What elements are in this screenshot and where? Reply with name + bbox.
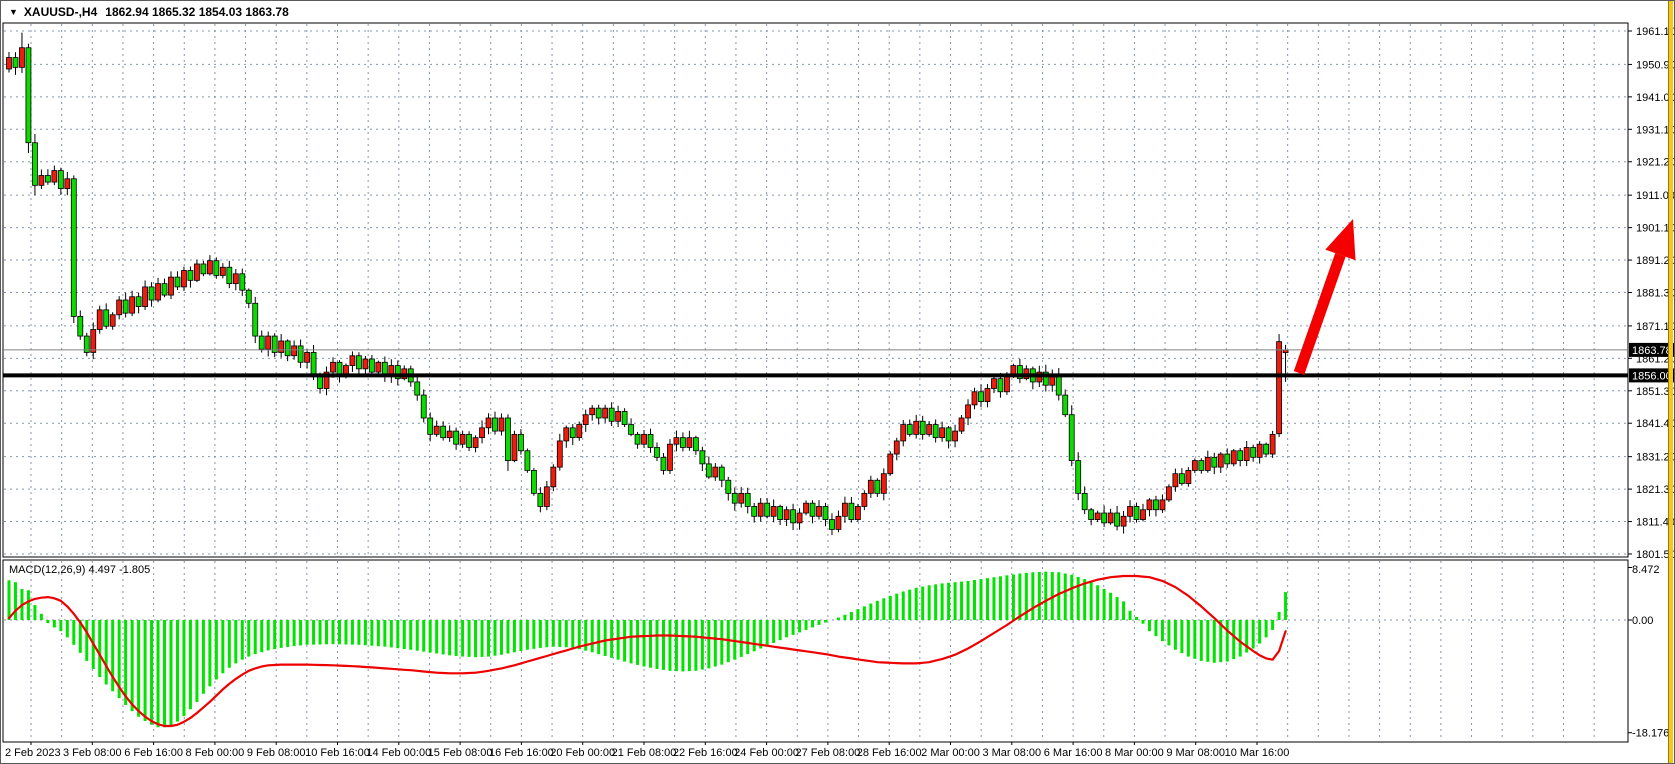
time-tick-label: 3 Mar 08:00	[982, 747, 1041, 759]
time-tick-label: 21 Feb 08:00	[612, 747, 677, 759]
price-tick-label: 1911.00	[1636, 190, 1675, 202]
macd-indicator-label: MACD(12,26,9) 4.497 -1.805	[9, 564, 151, 576]
price-tick-label: 1881.30	[1636, 287, 1675, 299]
price-tick-label: 1871.10	[1636, 321, 1675, 333]
macd-signal-value: -1.805	[119, 564, 151, 576]
price-tick-label: 1931.10	[1636, 124, 1675, 136]
time-tick-label: 10 Mar 16:00	[1225, 747, 1290, 759]
macd-signal-line	[7, 574, 1287, 728]
svg-text:1863.78: 1863.78	[1632, 345, 1672, 357]
time-tick-label: 3 Feb 08:00	[63, 747, 122, 759]
time-tick-label: 16 Feb 16:00	[489, 747, 554, 759]
time-tick-label: 8 Feb 00:00	[186, 747, 245, 759]
price-badge-support	[1629, 368, 1674, 383]
time-tick-label: 14 Feb 00:00	[366, 747, 431, 759]
macd-tick-label: 8.472	[1632, 564, 1660, 576]
price-tick-label: 1941.00	[1636, 92, 1675, 104]
price-tick-label: 1831.20	[1636, 452, 1675, 464]
time-tick-label: 15 Feb 08:00	[428, 747, 493, 759]
price-badge-current	[1629, 342, 1674, 357]
chart-titlebar: ▼ XAUUSD-,H4 1862.94 1865.32 1854.03 186…	[1, 1, 1674, 22]
time-tick-label: 9 Feb 08:00	[247, 747, 306, 759]
macd-histogram-layer	[7, 571, 1288, 728]
axes-layer[interactable]: 1961.10 1950.90 1941.00 1931.10 1921.20 1911.…	[5, 26, 1675, 759]
time-tick-label: 10 Feb 16:00	[305, 747, 370, 759]
price-tick-label: 1851.30	[1636, 386, 1675, 398]
candles-layer	[6, 32, 1289, 536]
macd-axis[interactable]: 8.472 0.00 -18.176	[1628, 564, 1669, 740]
time-tick-label: 24 Feb 00:00	[734, 747, 799, 759]
macd-tick-label: -18.176	[1632, 728, 1669, 740]
price-axis[interactable]: 1961.10 1950.90 1941.00 1931.10 1921.20 1911.…	[1628, 26, 1675, 561]
time-tick-label: 2 Feb 2023	[5, 747, 61, 759]
macd-current-value: 4.497	[88, 564, 117, 576]
symbol-dropdown-icon[interactable]: ▼	[9, 6, 18, 17]
time-axis[interactable]: 2 Feb 2023 3 Feb 08:00 6 Feb 16:00 8 Feb 00…	[5, 742, 1289, 759]
time-tick-label: 6 Feb 16:00	[124, 747, 183, 759]
price-tick-label: 1811.40	[1636, 517, 1675, 529]
time-tick-label: 20 Feb 00:00	[550, 747, 615, 759]
symbol-period-label: XAUUSD-,H4	[23, 4, 98, 19]
time-tick-label: 27 Feb 08:00	[795, 747, 860, 759]
price-tick-label: 1901.10	[1636, 223, 1675, 235]
trend-arrow[interactable]	[1293, 219, 1356, 375]
time-tick-label: 2 Mar 00:00	[921, 747, 980, 759]
overlay-lines-layer	[3, 219, 1628, 378]
time-tick-label: 9 Mar 08:00	[1166, 747, 1225, 759]
price-tick-label: 1921.20	[1636, 157, 1675, 169]
price-tick-label: 1891.20	[1636, 255, 1675, 267]
time-tick-label: 6 Mar 16:00	[1044, 747, 1103, 759]
price-tick-label: 1950.90	[1636, 59, 1675, 71]
time-tick-label: 22 Feb 16:00	[673, 747, 738, 759]
svg-text:1856.00: 1856.00	[1632, 370, 1672, 382]
time-tick-label: 28 Feb 16:00	[857, 747, 922, 759]
main-panel-border	[2, 22, 1629, 558]
window-edge-strip	[1668, 1, 1673, 763]
time-tick-label: 8 Mar 00:00	[1105, 747, 1164, 759]
macd-tick-label: 0.00	[1632, 615, 1653, 627]
ohlc-values: 1862.94 1865.32 1854.03 1863.78	[105, 4, 289, 19]
price-tick-label: 1821.30	[1636, 484, 1675, 496]
price-tick-label: 1841.40	[1636, 418, 1675, 430]
grid-layer	[2, 22, 1629, 743]
price-tick-label: 1961.10	[1636, 26, 1675, 38]
macd-panel-border	[2, 559, 1629, 743]
price-tick-label: 1801.50	[1636, 549, 1675, 561]
